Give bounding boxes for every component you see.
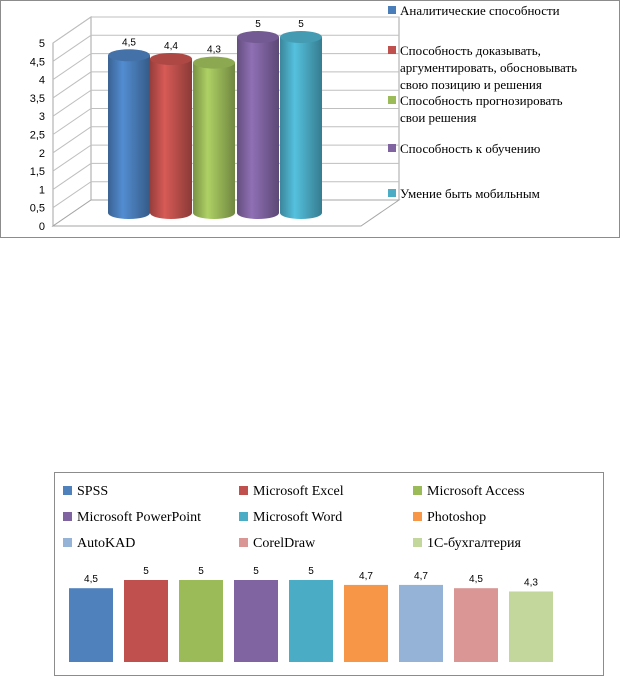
chart-2-legend-label: 1С-бухгалтерия [427, 536, 521, 551]
chart-2-legend-swatch [239, 538, 248, 547]
chart-2-legend-label: AutoKAD [77, 536, 135, 551]
chart-1-data-label: 5 [255, 19, 261, 30]
chart-1-legend-swatch [388, 96, 396, 104]
chart-1-gridline [52, 16, 399, 44]
chart-2-bar [69, 588, 113, 662]
chart-1-y-tick-label: 3 [39, 111, 45, 123]
chart-1-legend-label: Способность прогнозировать [400, 93, 563, 108]
chart-1-y-tick-label: 2 [39, 148, 45, 160]
chart-1-legend-label: Умение быть мобильным [400, 186, 540, 201]
chart-2-legend-label: Photoshop [427, 510, 486, 525]
chart-1-data-label: 5 [298, 19, 304, 30]
chart-1-data-label: 4,4 [164, 41, 178, 52]
chart-1-legend-label: Способность к обучению [400, 141, 541, 156]
chart-1-frame: 0 0,5 1 1,5 2 2,5 3 3,5 4 4,5 5 4,5 4,4 4,3 5 5 Аналитич… [0, 0, 620, 238]
chart-2-data-label: 5 [143, 566, 149, 577]
chart-2-frame: SPSS Microsoft Excel Microsoft Access Micro… [54, 472, 604, 676]
chart-2-bar [124, 580, 168, 662]
chart-2-legend-label: Microsoft PowerPoint [77, 510, 201, 525]
chart-2-legend-swatch [413, 486, 422, 495]
chart-1-legend-swatch [388, 144, 396, 152]
chart-2-data-label: 5 [198, 566, 204, 577]
chart-1-y-tick-label: 1,5 [30, 166, 45, 178]
chart-2-legend-label: Microsoft Word [253, 510, 342, 525]
chart-2-data-label: 5 [308, 566, 314, 577]
chart-2-legend-label: CorelDraw [253, 536, 316, 551]
chart-2-data-label: 4,5 [84, 574, 98, 585]
chart-1-bar [150, 52, 192, 220]
chart-1-bar [108, 49, 150, 219]
chart-2-legend-swatch [413, 538, 422, 547]
chart-2-legend-swatch [63, 538, 72, 547]
chart-1-data-label: 4,3 [207, 45, 221, 56]
chart-1-legend-swatch [388, 189, 396, 197]
chart-2-bar [289, 580, 333, 662]
chart-2-legend-swatch [239, 512, 248, 521]
chart-1-y-tick-label: 5 [39, 38, 45, 50]
chart-1-data-label: 4,5 [122, 37, 136, 48]
chart-1-legend-swatch [388, 46, 396, 54]
chart-1-legend-label: Способность доказывать, [400, 43, 541, 58]
chart-2-bar [509, 591, 553, 662]
chart-1-bar [280, 31, 322, 219]
chart-1-legend-label: Аналитические способности [400, 3, 560, 18]
chart-2-legend-swatch [413, 512, 422, 521]
chart-2-data-label: 5 [253, 566, 259, 577]
chart-1-y-tick-label: 2,5 [30, 130, 45, 142]
chart-2-data-label: 4,3 [524, 577, 538, 588]
chart-2-legend-swatch [239, 486, 248, 495]
chart-2-data-label: 4,7 [414, 571, 428, 582]
chart-1-y-tick-label: 1 [39, 184, 45, 196]
chart-2-legend-label: SPSS [77, 484, 108, 499]
chart-1-y-tick-label: 4,5 [30, 56, 45, 68]
chart-1-y-tick-label: 4 [39, 75, 45, 87]
chart-1-legend-swatch [388, 6, 396, 14]
chart-2-svg: SPSS Microsoft Excel Microsoft Access Micro… [63, 484, 553, 662]
chart-1-legend-label: свои решения [400, 110, 476, 125]
chart-2-bar [399, 584, 443, 662]
chart-1-bar [237, 31, 279, 219]
chart-1-y-tick-label: 0,5 [30, 203, 45, 215]
chart-1-legend-label: аргументировать, обосновывать [400, 60, 577, 75]
chart-2-legend-label: Microsoft Excel [253, 484, 344, 499]
chart-2-bar [179, 580, 223, 662]
chart-1-bar [193, 56, 235, 220]
chart-2-bar [234, 580, 278, 662]
chart-2-bar [344, 584, 388, 662]
chart-2-legend-label: Microsoft Access [427, 484, 525, 499]
chart-1-svg: 0 0,5 1 1,5 2 2,5 3 3,5 4 4,5 5 4,5 4,4 4,3 5 5 Аналитич… [30, 3, 577, 233]
chart-2-data-label: 4,5 [469, 574, 483, 585]
chart-2-legend-swatch [63, 486, 72, 495]
chart-1-y-tick-label: 3,5 [30, 93, 45, 105]
chart-2-bar [454, 588, 498, 662]
chart-1-legend-label: свою позицию и решения [400, 77, 542, 92]
chart-1-y-tick-label: 0 [39, 221, 45, 233]
chart-2-data-label: 4,7 [359, 571, 373, 582]
chart-2-legend-swatch [63, 512, 72, 521]
